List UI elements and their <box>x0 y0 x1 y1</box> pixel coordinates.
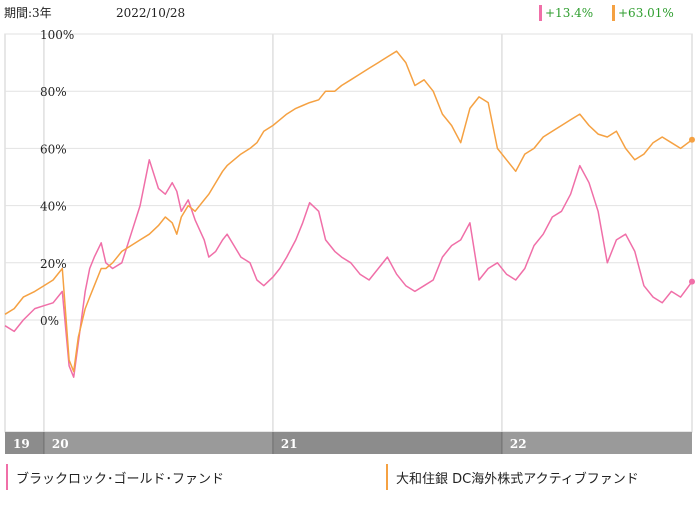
period-label: 期間:3年 <box>4 6 52 20</box>
year-band-segment <box>272 432 502 454</box>
legend-item-gold: ブラックロック･ゴールド･ファンド <box>6 462 224 492</box>
year-band-segment <box>5 432 44 454</box>
y-tick-label: 0% <box>40 314 59 328</box>
return-marker-gold <box>539 5 542 21</box>
legend-swatch-equity <box>386 464 388 490</box>
legend-label-equity: 大和住銀 DC海外株式アクティブファンド <box>396 471 639 487</box>
y-tick-label: 40% <box>40 200 67 214</box>
x-tick-label: 22 <box>510 437 527 451</box>
y-tick-label: 80% <box>40 85 67 99</box>
legend-item-equity: 大和住銀 DC海外株式アクティブファンド <box>386 462 639 492</box>
return-marker-equity <box>612 5 615 21</box>
series-line-0 <box>4 159 693 378</box>
y-tick-label: 100% <box>40 28 74 42</box>
plot-frame <box>4 33 693 433</box>
return-value-gold: +13.4% <box>545 6 593 20</box>
data-point <box>689 278 695 285</box>
y-tick-label: 60% <box>40 142 67 156</box>
series-line-1 <box>4 50 693 373</box>
line-chart: 100% 80% 60% 40% 20% 0% 19 20 21 22 期間:3年 2022/1… <box>4 5 695 454</box>
return-value-equity: +63.01% <box>618 6 674 20</box>
x-tick-label: 19 <box>13 437 30 451</box>
x-tick-label: 20 <box>52 437 69 451</box>
data-point <box>689 136 695 143</box>
legend-swatch-gold <box>6 464 8 490</box>
year-band-segment <box>43 432 273 454</box>
x-tick-label: 21 <box>281 437 298 451</box>
year-band-segment <box>501 432 692 454</box>
legend-label-gold: ブラックロック･ゴールド･ファンド <box>16 471 225 487</box>
y-tick-label: 20% <box>40 257 67 271</box>
chart-date: 2022/10/28 <box>116 6 185 20</box>
